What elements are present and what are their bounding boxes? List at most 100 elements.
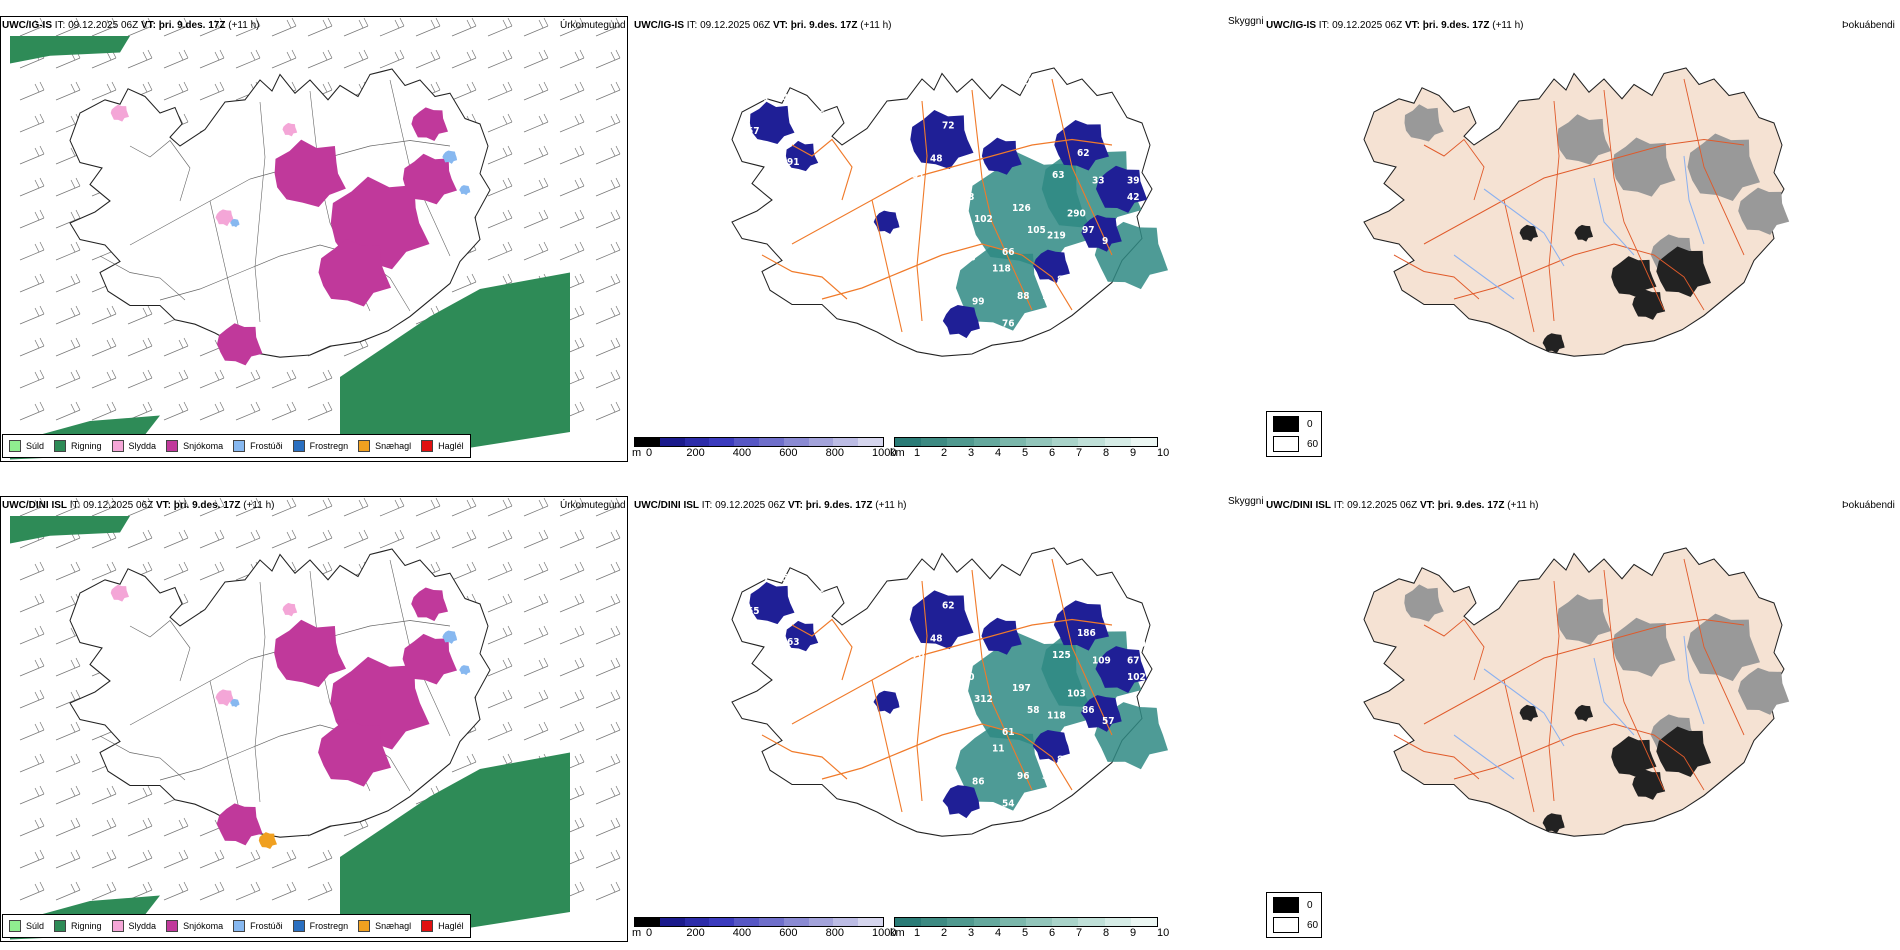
wind-barb	[451, 529, 477, 549]
fog-index-area	[1557, 114, 1611, 165]
wind-barb	[235, 849, 261, 869]
wind-barb	[271, 369, 297, 389]
visibility-value-label: 343	[957, 252, 976, 264]
fog-legend-item: 60	[1273, 436, 1318, 452]
road-line	[791, 138, 853, 201]
visibility-value-label: 50	[1107, 307, 1120, 319]
lead-time: (+11 h)	[243, 500, 275, 511]
legend-label: Snæhagl	[375, 921, 412, 931]
visibility-value-label: 86	[812, 109, 825, 121]
colorbar-unit: km	[890, 447, 905, 459]
colorbar-tick: 200	[686, 447, 705, 459]
legend-label: Frostúði	[250, 921, 283, 931]
model-name: UWC/IG-IS	[634, 20, 684, 31]
wind-barb	[451, 17, 477, 37]
colorbar-tick: 10	[1157, 447, 1170, 459]
wind-barb	[199, 849, 225, 869]
fog-index-area	[1612, 137, 1676, 197]
wind-barb	[19, 113, 45, 133]
visibility-value-label: 329	[1127, 639, 1146, 651]
run-header: UWC/DINI ISL IT: 09.12.2025 06Z VT: þri.…	[2, 500, 274, 511]
wind-barb	[235, 369, 261, 389]
visibility-km-colorbar: km 1 2 3 4 5 6 7 8 9 10	[890, 917, 1169, 939]
road-line	[1453, 723, 1705, 791]
visibility-m-area	[1054, 120, 1109, 171]
wind-barb	[523, 625, 549, 645]
vt-label: VT:	[787, 500, 803, 511]
it-label: IT:	[686, 20, 698, 31]
iceland-outline	[731, 547, 1153, 837]
wind-barb	[19, 273, 45, 293]
road-line	[971, 569, 1033, 791]
fog-index-area	[1611, 256, 1657, 299]
wind-barb	[199, 529, 225, 549]
wind-barb	[19, 817, 45, 837]
visibility-value-label: 76	[1002, 318, 1015, 330]
sleet-area	[110, 584, 129, 602]
legend-swatch	[292, 440, 305, 452]
colorbar-tick: 0	[646, 447, 653, 459]
fog-index-area	[1542, 813, 1565, 834]
model-name: UWC/IG-IS	[1266, 20, 1316, 31]
visibility-km-colorbar: km 1 2 3 4 5 6 7 8 9 10	[890, 437, 1169, 459]
precip-type-panel: Súld Rigning Slydda Snjókoma Frostúði Frostre…	[0, 480, 630, 950]
visibility-m-area	[981, 617, 1022, 655]
it-value: 09.12.2025 06Z	[1347, 500, 1418, 511]
wind-barb	[163, 849, 189, 869]
wind-barb	[271, 849, 297, 869]
panel-title-precip: Úrkomutegund	[560, 500, 626, 511]
road-line	[209, 680, 241, 814]
lead-time: (+11 h)	[228, 20, 260, 31]
snow-area	[402, 633, 457, 685]
wind-barb	[235, 17, 261, 37]
visibility-value-label: 11	[992, 743, 1005, 755]
wind-barb	[127, 49, 153, 69]
wind-barb	[595, 177, 621, 197]
visibility-value-label: 105	[1092, 782, 1111, 794]
freezing-drizzle-area	[442, 150, 458, 164]
wind-barb	[271, 881, 297, 901]
wind-barb	[19, 241, 45, 261]
road-line	[1423, 618, 1485, 681]
visibility-m-area	[1081, 695, 1122, 732]
visibility-value-label: 76	[1092, 302, 1105, 314]
wind-barb	[55, 401, 81, 421]
wind-barb	[559, 113, 585, 133]
river-line	[1593, 177, 1635, 256]
snow-area	[274, 619, 346, 688]
wind-barb	[55, 209, 81, 229]
wind-barb	[595, 561, 621, 581]
legend-swatch	[358, 440, 371, 452]
visibility-value-label: 125	[1052, 650, 1071, 662]
wind-barb	[55, 273, 81, 293]
wind-barb	[91, 81, 117, 101]
vt-value: þri. 9.des. 17Z	[173, 500, 241, 511]
run-header: UWC/DINI ISL IT: 09.12.2025 06Z VT: þri.…	[1266, 500, 1538, 511]
visibility-value-label: 86	[1082, 705, 1095, 717]
it-value: 09.12.2025 06Z	[83, 500, 154, 511]
it-value: 09.12.2025 06Z	[1332, 20, 1403, 31]
it-value: 09.12.2025 06Z	[715, 500, 786, 511]
river-line	[1683, 155, 1705, 245]
wind-barb	[91, 497, 117, 517]
wind-barb	[379, 49, 405, 69]
rain-area	[10, 36, 130, 64]
lead-time: (+11 h)	[860, 20, 892, 31]
wind-barb	[127, 305, 153, 325]
road-line	[971, 89, 1033, 311]
visibility-value-label: 33	[1092, 175, 1105, 187]
road-line	[129, 620, 191, 682]
colorbar-tick: 7	[1076, 447, 1083, 459]
wind-barb	[415, 529, 441, 549]
freezing-drizzle-area	[459, 665, 471, 676]
snow-area	[411, 587, 448, 622]
wind-barb	[91, 305, 117, 325]
visibility-value-label: 55	[747, 606, 760, 618]
wind-barb	[55, 817, 81, 837]
road-line	[1393, 254, 1480, 300]
wind-barb	[91, 369, 117, 389]
road-line	[761, 734, 848, 780]
colorbar-tick: 5	[1022, 927, 1029, 939]
road-line	[1423, 619, 1745, 725]
visibility-panel: 91 46 86 57 66 91 72 48 51 72 63 74 102 343 126 105 66 11…	[632, 0, 1264, 470]
